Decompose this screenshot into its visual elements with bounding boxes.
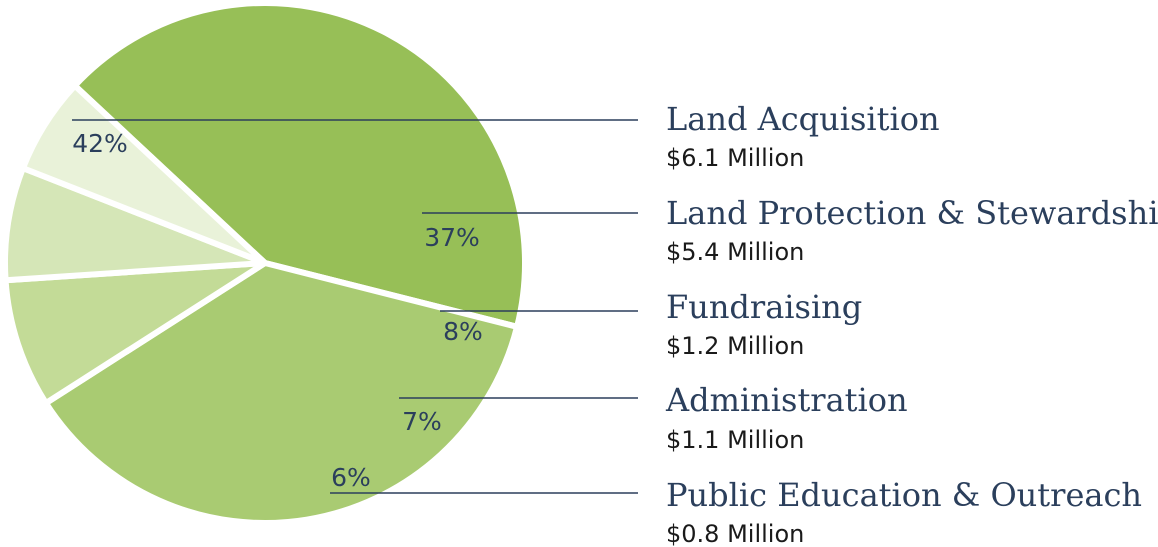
percent-labels: 42% 37% 8% 7% 6% [72, 129, 483, 492]
percent-label-4: 7% [402, 407, 442, 436]
percent-label-1: 42% [72, 129, 128, 158]
category-amount-4: $1.1 Million [666, 426, 804, 454]
leader-lines [72, 119, 638, 494]
percent-label-2: 37% [424, 223, 480, 252]
category-amount-3: $1.2 Million [666, 332, 804, 360]
percent-label-3: 8% [443, 317, 483, 346]
pie-slices [2, 0, 529, 526]
category-name-4: Administration [665, 381, 908, 419]
category-amount-1: $6.1 Million [666, 144, 804, 172]
pie-slice-3 [2, 260, 268, 407]
category-name-2: Land Protection & Stewardship [666, 194, 1158, 232]
category-labels: Land Acquisition $6.1 Million Land Protect… [665, 100, 1158, 547]
pie-slice-1 [71, 0, 529, 330]
category-name-5: Public Education & Outreach [666, 476, 1142, 514]
percent-label-5: 6% [331, 463, 371, 492]
category-name-1: Land Acquisition [666, 100, 940, 138]
pie-slice-5 [19, 82, 268, 266]
category-amount-2: $5.4 Million [666, 238, 804, 266]
category-name-3: Fundraising [666, 288, 862, 326]
category-amount-5: $0.8 Million [666, 520, 804, 547]
